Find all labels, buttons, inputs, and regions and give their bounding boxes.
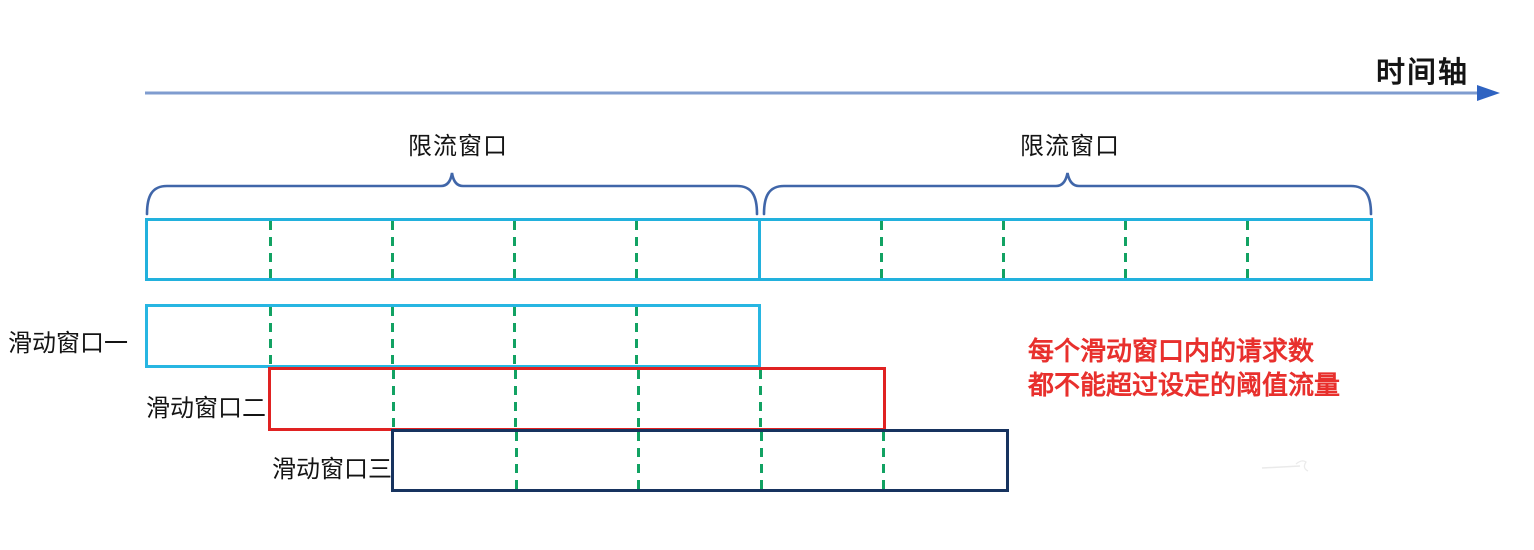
rate-limit-window-label-2: 限流窗口 <box>1020 133 1120 160</box>
time-slot-divider <box>759 370 763 428</box>
rate-limit-brace-1 <box>145 172 759 216</box>
time-slot-divider <box>882 432 886 489</box>
time-slot-divider <box>390 307 394 365</box>
time-slot-divider <box>1124 221 1128 278</box>
rate-limit-brace-2 <box>762 172 1373 216</box>
sliding-window-2-label: 滑动窗口二 <box>146 395 266 422</box>
time-slot-divider <box>391 370 395 428</box>
time-slot-divider <box>636 370 640 428</box>
time-slot-divider <box>637 432 641 489</box>
time-slot-divider <box>759 432 763 489</box>
time-slot-divider <box>1001 221 1005 278</box>
timeline-arrow <box>145 85 1500 101</box>
time-slot-divider <box>514 370 518 428</box>
window-boundary-divider <box>757 221 761 278</box>
time-slot-divider <box>268 307 272 365</box>
sliding-window-1-label: 滑动窗口一 <box>8 330 128 357</box>
threshold-note-line-1: 每个滑动窗口内的请求数 <box>1028 336 1315 366</box>
time-slot-divider <box>634 307 638 365</box>
time-slot-divider <box>390 221 394 278</box>
time-slot-divider <box>879 221 883 278</box>
time-slot-divider <box>513 221 517 278</box>
threshold-note: 每个滑动窗口内的请求数 都不能超过设定的阈值流量 <box>1028 334 1340 402</box>
sliding-window-2-box <box>268 367 886 431</box>
threshold-note-line-2: 都不能超过设定的阈值流量 <box>1028 370 1341 400</box>
timeline-label: 时间轴 <box>1376 57 1470 89</box>
time-slot-divider <box>1246 221 1250 278</box>
sliding-window-3-box <box>391 429 1009 492</box>
time-slot-divider <box>268 221 272 278</box>
faint-watermark <box>1261 460 1309 472</box>
arrowhead-icon <box>1477 85 1500 101</box>
time-slot-divider <box>514 432 518 489</box>
sliding-window-1-box <box>145 304 761 368</box>
rate-limit-window-label-1: 限流窗口 <box>408 133 508 160</box>
time-slot-divider <box>512 307 516 365</box>
sliding-window-3-label: 滑动窗口三 <box>272 456 392 483</box>
main-time-bar <box>145 218 1373 281</box>
time-slot-divider <box>635 221 639 278</box>
